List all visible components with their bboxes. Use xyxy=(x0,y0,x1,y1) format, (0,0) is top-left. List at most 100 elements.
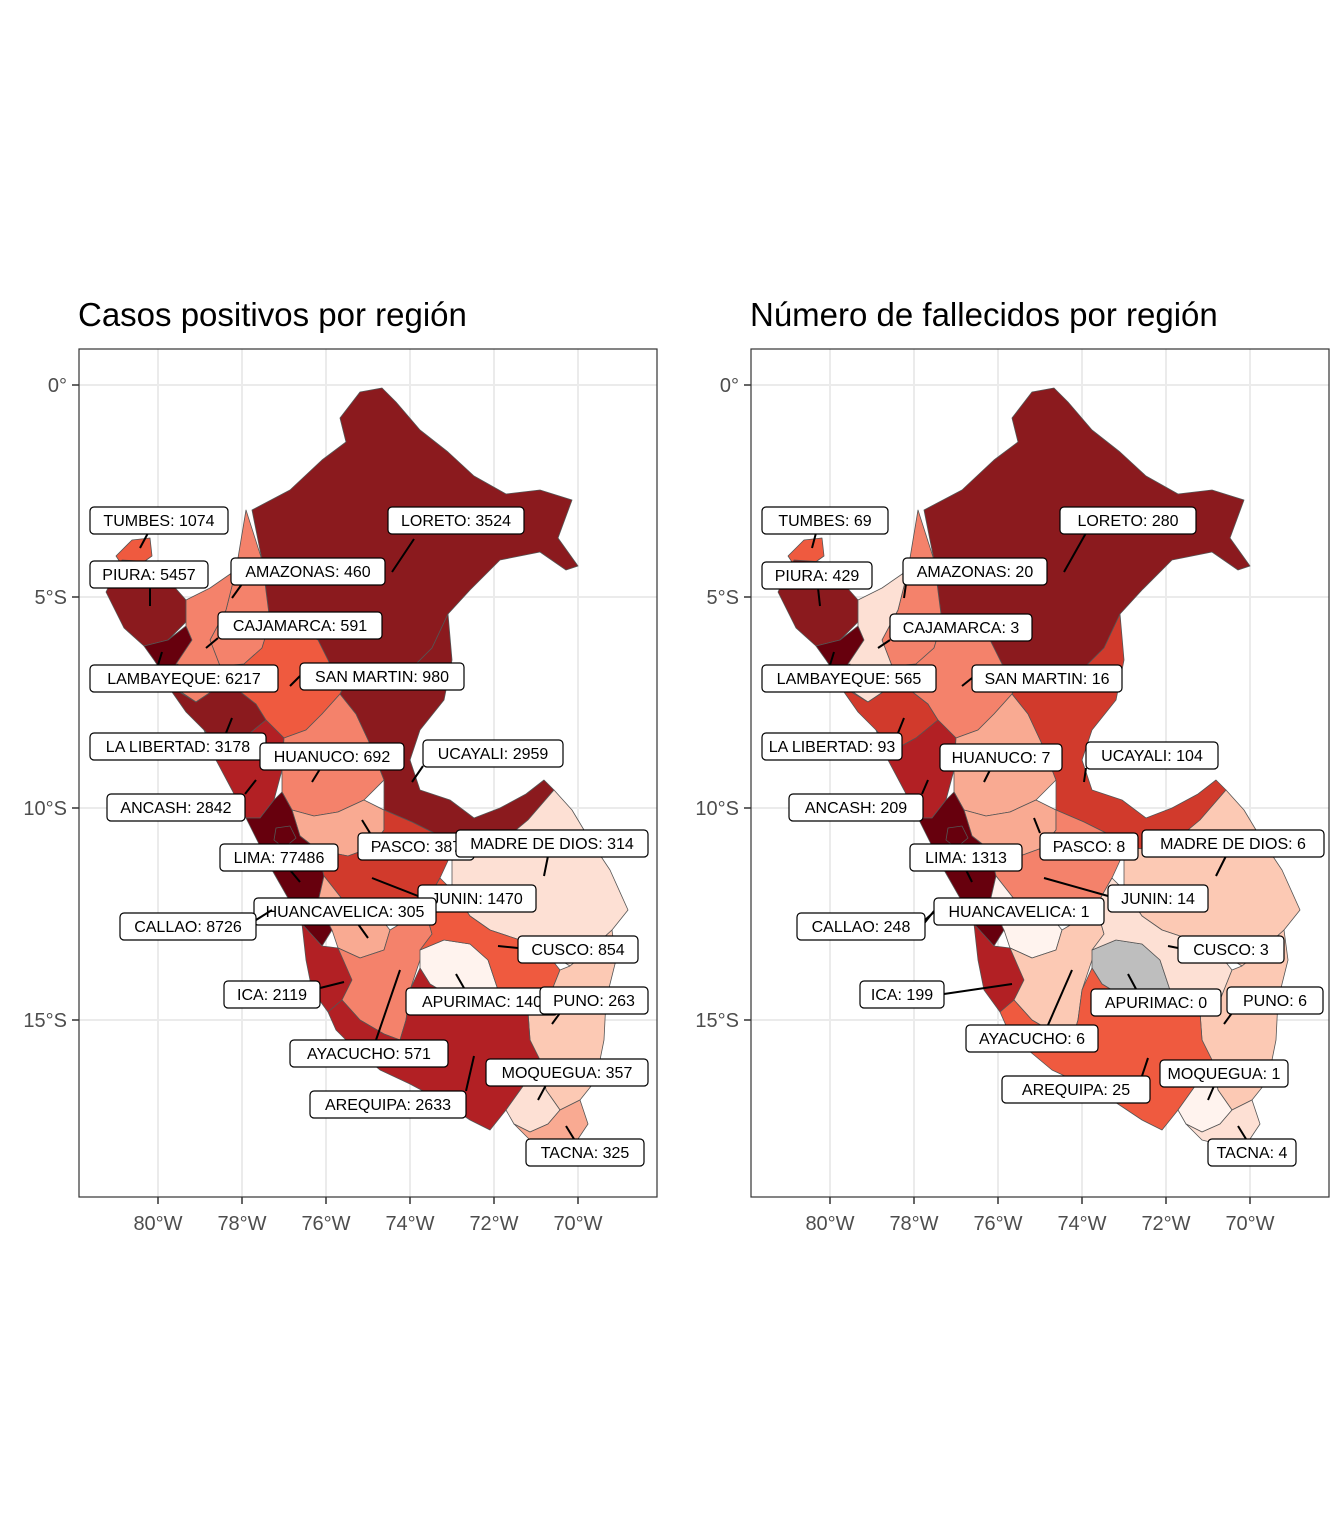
label-box xyxy=(1159,1059,1289,1088)
label-box xyxy=(909,843,1023,872)
leader-line xyxy=(1167,945,1179,949)
label-box xyxy=(1090,988,1222,1017)
region-label: LORETO: 280 xyxy=(1077,513,1178,530)
leader-line xyxy=(961,677,973,687)
leader-line xyxy=(205,637,219,649)
leader-line xyxy=(139,532,149,549)
region-label: HUANUCO: 692 xyxy=(274,749,391,766)
label-box xyxy=(539,986,649,1015)
lon-tick-label: 74°W xyxy=(1057,1213,1106,1235)
region-label: ICA: 2119 xyxy=(237,987,307,1004)
region-label: PIURA: 429 xyxy=(775,568,860,585)
leader-line xyxy=(289,675,301,687)
label-box xyxy=(217,611,383,640)
label-box xyxy=(422,739,564,768)
region-label: TACNA: 4 xyxy=(1217,1145,1288,1162)
label-box xyxy=(1141,829,1325,858)
label-box xyxy=(902,557,1048,586)
lat-tick-label: 10°S xyxy=(23,798,67,820)
region-label: LORETO: 3524 xyxy=(401,513,511,530)
leader-line xyxy=(391,538,415,573)
label-box xyxy=(106,793,246,822)
label-box xyxy=(761,506,889,535)
region-label: TUMBES: 69 xyxy=(778,513,871,530)
lat-tick-label: 5°S xyxy=(35,587,67,609)
label-box xyxy=(525,1138,645,1167)
label-box xyxy=(939,743,1063,772)
lon-tick-label: 76°W xyxy=(301,1213,350,1235)
leader-line xyxy=(357,923,369,939)
region-label: JUNIN: 1470 xyxy=(431,891,523,908)
leader-line xyxy=(924,911,935,921)
region-callao[interactable] xyxy=(273,825,297,849)
region-label: TACNA: 325 xyxy=(541,1145,630,1162)
region-label: ANCASH: 209 xyxy=(805,800,907,817)
label-box xyxy=(971,664,1123,693)
region-label: MOQUEGUA: 357 xyxy=(502,1065,633,1082)
leader-line xyxy=(1141,1057,1149,1077)
region-label: CAJAMARCA: 3 xyxy=(903,620,1020,637)
map-panel-deaths: 0° 5°S 10°S 15°S 80°W 78°W 76°W 74°W 72°W 70°W TUM… xyxy=(695,348,1330,1235)
region-label: LA LIBERTAD: 3178 xyxy=(106,739,250,756)
leader-line xyxy=(1043,877,1109,897)
region-label: CAJAMARCA: 591 xyxy=(233,618,367,635)
lat-tick-label: 15°S xyxy=(23,1010,67,1032)
region-label: LIMA: 77486 xyxy=(234,850,325,867)
region-label: ANCASH: 2842 xyxy=(120,800,231,817)
leader-line xyxy=(311,768,321,783)
leader-line xyxy=(361,819,371,834)
label-box xyxy=(761,732,903,761)
lat-tick-label: 5°S xyxy=(707,587,739,609)
leader-line xyxy=(877,639,891,649)
leader-line xyxy=(943,983,1013,995)
label-box xyxy=(387,506,525,535)
region-label: HUANCAVELICA: 1 xyxy=(948,904,1089,921)
label-box xyxy=(1001,1075,1151,1104)
region-callao[interactable] xyxy=(945,825,969,849)
region-label: AYACUCHO: 571 xyxy=(307,1046,431,1063)
region-label: SAN MARTIN: 980 xyxy=(315,669,449,686)
panel-title-deaths: Número de fallecidos por región xyxy=(750,296,1218,333)
label-box xyxy=(1207,1138,1297,1167)
leader-line xyxy=(465,1055,475,1092)
lat-tick-label: 0° xyxy=(720,375,739,397)
panel-border xyxy=(78,348,658,1198)
region-label: CUSCO: 854 xyxy=(531,942,624,959)
region-label: MADRE DE DIOS: 314 xyxy=(470,836,634,853)
region-label: MADRE DE DIOS: 6 xyxy=(1160,836,1306,853)
map-panel-cases: 0° 5°S 10°S 15°S 80°W 78°W 76°W 74°W 72°W 70°W TUM… xyxy=(23,348,658,1235)
lon-tick-label: 78°W xyxy=(217,1213,266,1235)
region-label: PIURA: 5457 xyxy=(102,567,195,584)
region-label: LAMBAYEQUE: 6217 xyxy=(107,671,261,688)
label-box xyxy=(309,1090,467,1119)
region-label: PUNO: 6 xyxy=(1243,993,1307,1010)
label-box xyxy=(859,980,945,1009)
leader-line xyxy=(921,779,929,795)
panel-border xyxy=(750,348,1330,1198)
region-ancash[interactable] xyxy=(875,719,957,819)
region-label: CALLAO: 8726 xyxy=(134,919,242,936)
label-box xyxy=(219,843,339,872)
leader-line xyxy=(319,981,345,989)
region-label: CUSCO: 3 xyxy=(1193,942,1269,959)
leader-line xyxy=(497,945,519,949)
region-label: PUNO: 263 xyxy=(553,993,635,1010)
label-box xyxy=(119,912,257,941)
region-label: AYACUCHO: 6 xyxy=(979,1031,1085,1048)
leader-line xyxy=(897,717,905,734)
region-label: UCAYALI: 2959 xyxy=(438,746,549,763)
leader-line xyxy=(1063,532,1087,573)
label-box xyxy=(1107,884,1209,913)
leader-line xyxy=(1127,973,1137,990)
lat-tick-label: 0° xyxy=(48,375,67,397)
label-box xyxy=(253,897,437,926)
leader-line xyxy=(983,769,991,783)
region-label: HUANUCO: 7 xyxy=(952,750,1051,767)
leader-line xyxy=(157,651,163,666)
leader-line xyxy=(1223,1012,1233,1025)
region-label: APURIMAC: 0 xyxy=(1105,995,1207,1012)
leader-line xyxy=(225,717,233,734)
leader-line xyxy=(817,587,821,607)
label-box xyxy=(485,1058,649,1087)
